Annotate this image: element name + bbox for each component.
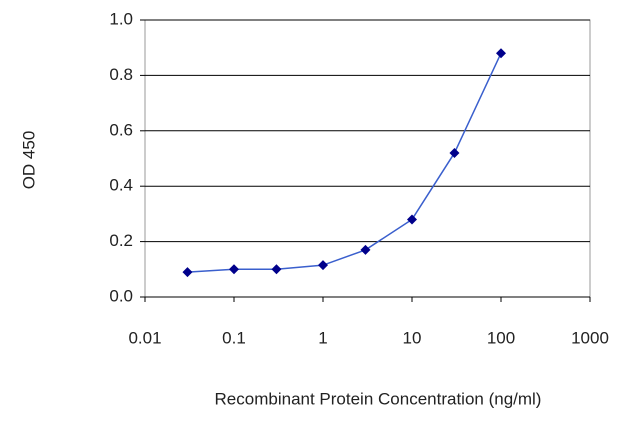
y-axis-label: OD 450 [19,131,38,190]
data-point [271,264,282,275]
x-tick-label: 1000 [571,328,609,347]
x-tick-label: 100 [487,328,515,347]
y-tick-label: 1.0 [109,9,133,28]
x-tick-label: 1 [318,328,327,347]
data-point [449,147,460,158]
data-point [360,244,371,255]
data-point [182,267,193,278]
data-point [496,48,506,59]
data-point [229,264,239,275]
x-tick-label: 0.1 [222,328,246,347]
x-tick-label: 0.01 [128,328,161,347]
data-point [407,214,417,225]
x-tick-label: 10 [403,328,422,347]
y-tick-label: 0.6 [109,120,133,139]
y-tick-label: 0.0 [109,286,133,305]
y-tick-label: 0.2 [109,231,133,250]
data-point [318,260,328,271]
x-axis-label: Recombinant Protein Concentration (ng/ml… [215,389,542,408]
series-line [187,52,502,273]
plot-area [144,19,591,298]
y-tick-label: 0.4 [109,176,133,195]
y-tick-label: 0.8 [109,65,133,84]
